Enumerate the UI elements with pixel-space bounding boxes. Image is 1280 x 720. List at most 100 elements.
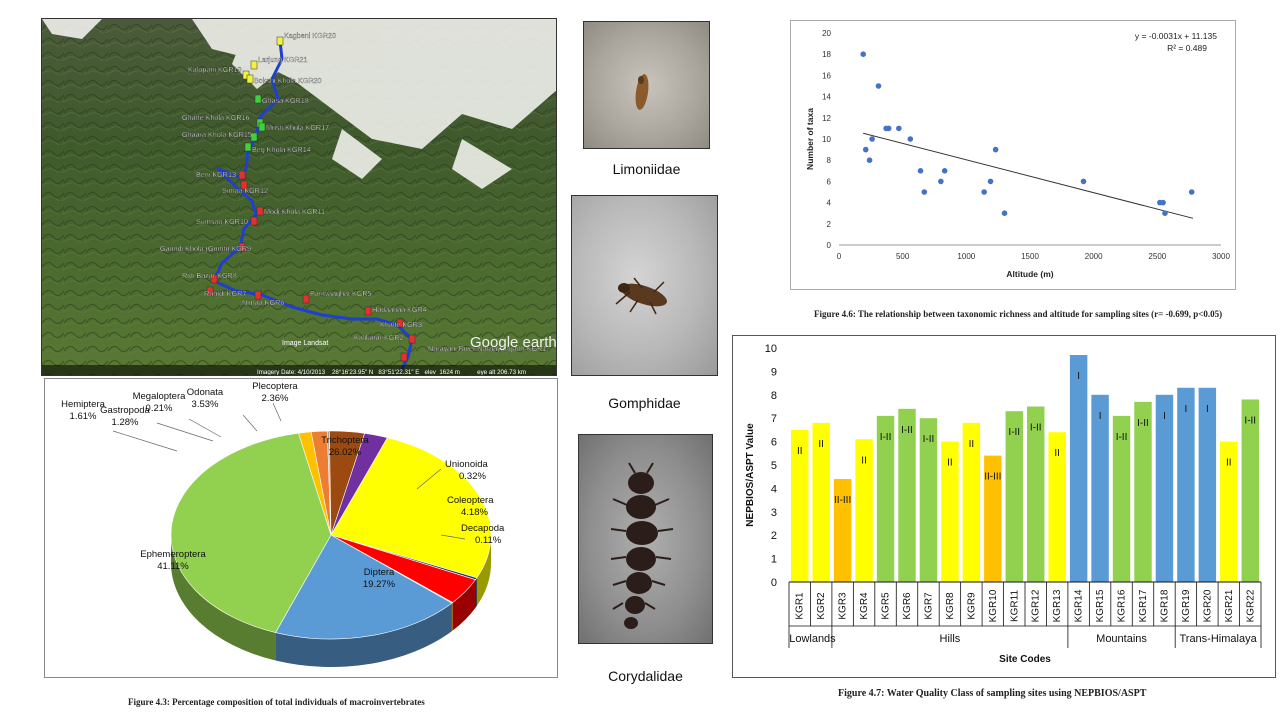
scatter-point-0 — [860, 51, 866, 57]
scatter-point-8 — [907, 136, 914, 142]
bar-kgr21 — [1220, 441, 1238, 582]
scatter-point-17 — [1080, 178, 1087, 185]
bar-category-label: KGR11 — [1009, 590, 1020, 622]
bar-kgr18 — [1155, 394, 1174, 582]
map-marker-kgr14 — [244, 142, 252, 152]
scatter-point-19 — [1160, 199, 1166, 206]
bar-kgr2 — [812, 422, 830, 582]
pie-slice-ephemeroptera — [170, 432, 332, 633]
pie-leader-line — [440, 534, 466, 540]
pie-value-hemiptera: 1.61% — [70, 411, 97, 422]
bar-kgr15 — [1091, 394, 1109, 582]
bar-category-label: KGR4 — [859, 592, 870, 620]
pie-label-trichoptera: Trichoptera — [321, 435, 369, 446]
pie-leader-line — [416, 468, 442, 490]
scatter-point-1 — [862, 146, 869, 153]
bar-y-tick: 5 — [771, 460, 777, 472]
map-marker-kgr12 — [240, 180, 248, 190]
scatter-y-tick: 14 — [822, 93, 831, 102]
scatter-y-tick: 18 — [822, 50, 831, 59]
scatter-y-tick: 16 — [822, 71, 831, 80]
bar-kgr1 — [791, 429, 809, 582]
pie-leader-line — [272, 402, 282, 422]
pie-value-unionoida: 0.32% — [459, 471, 486, 482]
map-label-kgr10: Sumsaa KGR10 — [196, 217, 248, 226]
bar-y-label: NEPBIOS/ASPT Value — [745, 423, 756, 527]
pie-slice-plecoptera — [330, 432, 388, 536]
scatter-y-tick: 10 — [822, 135, 831, 144]
bar-group-lowlands: Lowlands — [789, 633, 836, 645]
bar-category-label: KGR20 — [1202, 589, 1213, 622]
scatter-x-tick: 1000 — [957, 252, 975, 261]
bar-category-label: KGR17 — [1138, 589, 1149, 622]
nymph-illustration — [615, 277, 667, 315]
pie-leader-line — [112, 430, 178, 452]
pie-value-diptera: 19.27% — [363, 579, 396, 590]
bar-class-label: II — [797, 446, 803, 457]
bar-kgr16 — [1112, 415, 1131, 582]
scatter-y-tick: 4 — [827, 199, 832, 208]
map-label-kgr4: Hadaahaa KGR4 — [372, 305, 427, 314]
bar-group-hills: Hills — [940, 633, 961, 645]
bar-class-label: I-II — [1137, 418, 1149, 429]
bar-kgr19 — [1177, 387, 1195, 582]
map-label-kgr15: Ghaara Khola KGR15 — [182, 130, 252, 139]
map-label-kgr7: Ramdi KGR7 — [204, 289, 246, 298]
bar-chart-panel: 0 1 2 3 4 5 6 7 8 9 10 NEPBIOS/ASPT Value II KGR1 II KG… — [732, 335, 1276, 678]
map-marker-kgr20 — [276, 36, 284, 46]
scatter-x-tick: 1500 — [1021, 252, 1039, 261]
map-label-kgr2: Kalikatar KGR2 — [354, 333, 404, 342]
pie-chart-panel: Trichoptera 26.02% Unionoida 0.32% Coleopter… — [44, 378, 558, 678]
bar-caption: Figure 4.7: Water Quality Class of sampl… — [838, 688, 1147, 699]
bar-class-label: I — [1077, 371, 1080, 382]
bar-kgr17 — [1134, 401, 1152, 582]
map-label-kgr13: Beni KGR13 — [196, 170, 236, 179]
bar-x-label: Site Codes — [999, 654, 1051, 665]
bar-category-label: KGR12 — [1031, 589, 1042, 622]
pie-slice-diptera — [275, 534, 453, 640]
pie-leader-line — [188, 418, 222, 438]
bar-class-label: I-II — [901, 425, 913, 436]
map-label-kgr11: Modi Khola KGR11 — [264, 207, 325, 216]
map-label-kgr8: Ridi Bazar KGR8 — [182, 271, 237, 280]
pie-label-plecoptera: Plecoptera — [252, 381, 298, 392]
pie-side-unionoida — [475, 577, 477, 608]
bar-kgr13 — [1048, 432, 1066, 582]
bar-category-label: KGR7 — [923, 592, 934, 620]
bar-kgr22 — [1241, 399, 1259, 582]
image-credit: Image Landsat — [282, 340, 328, 347]
pie-side-coleoptera — [452, 579, 476, 631]
pie-label-decapoda: Decapoda — [461, 523, 505, 534]
map-label-kgr3: Khalte KGR3 — [380, 320, 422, 329]
pie-value-decapoda: 0.11% — [475, 535, 502, 546]
map-label-kgr17: Mristi Khola KGR17 — [266, 123, 329, 132]
scatter-y-label: Number of taxa — [805, 108, 815, 170]
map-marker-kgr10 — [250, 216, 258, 226]
photo-gomphidae — [571, 195, 718, 376]
photo-corydalidae — [578, 434, 713, 644]
bar-class-label: II — [947, 458, 953, 469]
bar-kgr14 — [1069, 355, 1088, 582]
bar-class-label: II — [1226, 458, 1232, 469]
pie-value-gastropoda: 1.28% — [112, 417, 139, 428]
scatter-chart-panel: 0 500 1000 1500 2000 2500 3000 0 2 4 6 8 10 12 14 16 18 2… — [790, 20, 1236, 290]
pie-label-coleoptera: Coleoptera — [447, 495, 494, 506]
scatter-point-11 — [938, 178, 944, 185]
bar-kgr9 — [962, 422, 981, 582]
map-label-kgr20: Kagbeni KGR20 — [284, 31, 336, 40]
bar-category-label: KGR21 — [1224, 589, 1235, 622]
pie-label-diptera: Diptera — [364, 567, 395, 578]
bar-y-tick: 7 — [771, 413, 777, 425]
pie-value-megaloptera: 0.21% — [146, 403, 173, 414]
map-label-kgr1: Narayani River Naraayangadh KGR1 — [428, 344, 546, 353]
bar-category-label: KGR5 — [881, 592, 892, 620]
bar-kgr5 — [876, 415, 895, 582]
bar-kgr20 — [1198, 387, 1217, 582]
scatter-point-10 — [921, 189, 928, 195]
scatter-x-label: Altitude (m) — [1006, 269, 1053, 279]
map-marker-kgr18 — [254, 94, 262, 104]
bar-class-label: I-II — [923, 434, 935, 445]
